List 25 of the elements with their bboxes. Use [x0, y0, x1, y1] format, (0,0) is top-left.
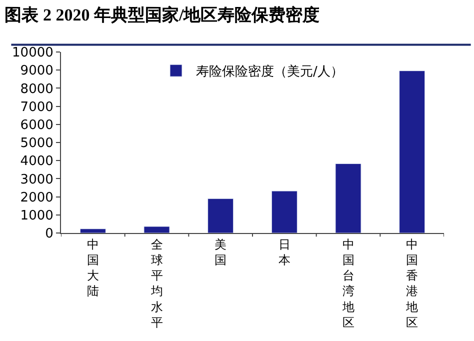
bar [208, 198, 234, 233]
bar [80, 228, 106, 233]
x-tick-label: 美国 [214, 237, 227, 267]
bar [271, 190, 298, 233]
y-tick-label: 5000 [20, 136, 54, 152]
y-tick-label: 6000 [20, 118, 54, 133]
y-tick-label: 7000 [20, 100, 54, 115]
y-tick-label: 10000 [12, 46, 54, 61]
y-tick-label: 1000 [20, 208, 54, 224]
y-tick-label: 2000 [20, 190, 54, 206]
x-tick-label: 日本 [278, 237, 290, 267]
chart-title: 图表 2 2020 年典型国家/地区寿险保费密度 [4, 5, 320, 24]
y-tick-label: 9000 [20, 64, 54, 79]
bar [399, 70, 426, 233]
x-tick-label: 中国台湾地区 [341, 237, 354, 330]
y-tick-label: 3000 [20, 172, 54, 188]
y-tick-label: 8000 [20, 82, 54, 97]
y-tick-label: 0 [45, 226, 54, 242]
x-tick-label: 中国香港地区 [405, 237, 418, 330]
y-tick-label: 4000 [20, 154, 54, 170]
bar [144, 226, 170, 233]
x-tick-label: 全球平均水平 [150, 237, 163, 330]
bar [335, 163, 362, 233]
x-tick-label: 中国大陆 [86, 237, 99, 298]
legend-label: 寿险保险密度（美元/人） [196, 64, 344, 80]
